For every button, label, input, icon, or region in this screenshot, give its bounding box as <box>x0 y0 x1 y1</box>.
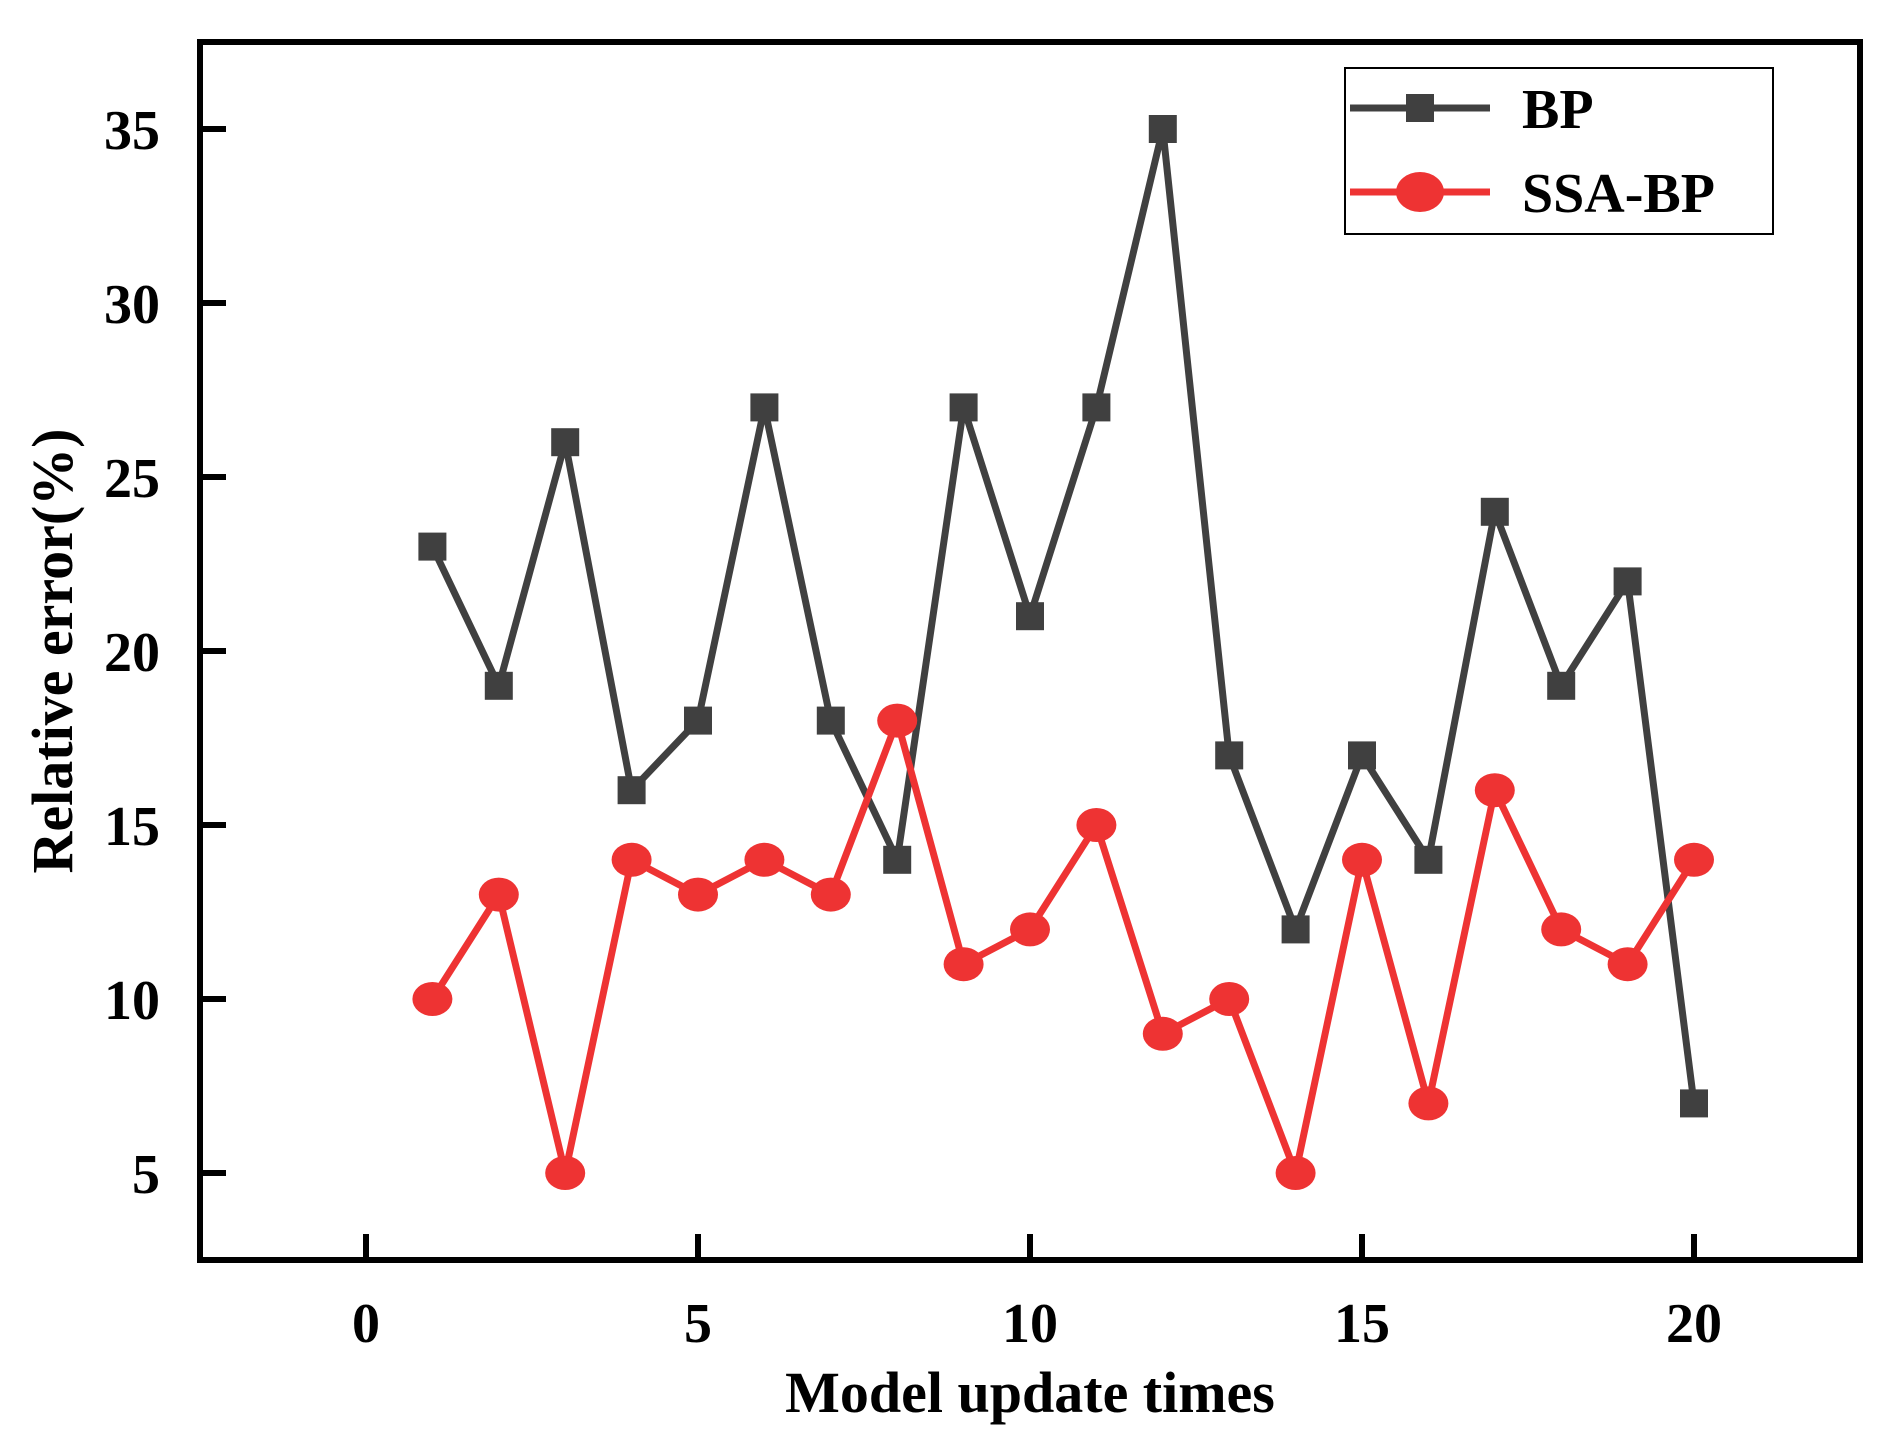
data-point-ssa-bp <box>1275 1156 1316 1190</box>
data-point-ssa-bp <box>1209 982 1250 1016</box>
x-axis-label: Model update times <box>785 1360 1275 1425</box>
y-tick-label: 15 <box>104 796 160 858</box>
data-point-bp <box>949 393 978 422</box>
data-point-ssa-bp <box>810 877 851 912</box>
data-point-ssa-bp <box>611 842 652 877</box>
data-point-bp <box>1348 741 1376 770</box>
data-point-bp <box>1414 845 1443 874</box>
data-point-bp <box>617 776 646 805</box>
data-point-ssa-bp <box>478 877 519 912</box>
y-tick-label: 20 <box>104 622 160 684</box>
data-point-bp <box>816 706 845 735</box>
legend-marker-bp <box>1406 94 1434 122</box>
data-point-bp <box>1281 915 1310 944</box>
data-point-ssa-bp <box>1674 842 1714 877</box>
y-tick-label: 25 <box>104 448 160 510</box>
data-point-bp <box>883 845 912 874</box>
data-point-bp <box>1148 115 1177 143</box>
data-point-ssa-bp <box>1076 808 1117 842</box>
data-point-ssa-bp <box>1474 773 1515 808</box>
legend: BP SSA-BP <box>1344 67 1774 235</box>
y-tick-label: 30 <box>104 274 160 336</box>
data-point-ssa-bp <box>678 877 718 912</box>
data-point-ssa-bp <box>1010 912 1050 947</box>
data-point-bp <box>551 428 580 457</box>
axis-tick-labels: 0 5 10 15 20 5 10 15 20 25 30 35 <box>104 100 1722 1355</box>
data-point-bp <box>418 532 447 561</box>
data-point-ssa-bp <box>1541 912 1582 947</box>
y-tick-label: 35 <box>104 100 160 162</box>
data-point-bp <box>1082 393 1111 422</box>
axis-ticks <box>200 126 1697 1260</box>
x-tick-label: 10 <box>1002 1293 1058 1355</box>
data-point-bp <box>1016 602 1044 631</box>
legend-label-ssa-bp: SSA-BP <box>1522 163 1715 225</box>
x-tick-label: 20 <box>1666 1293 1722 1355</box>
data-point-bp <box>1547 671 1576 700</box>
data-point-bp <box>684 706 712 735</box>
legend-label-bp: BP <box>1522 79 1594 141</box>
data-point-ssa-bp <box>943 947 984 982</box>
x-tick-label: 0 <box>352 1293 380 1355</box>
data-point-bp <box>750 393 779 422</box>
data-point-ssa-bp <box>1408 1086 1449 1121</box>
data-series <box>412 115 1714 1190</box>
data-point-ssa-bp <box>1142 1016 1183 1051</box>
data-point-ssa-bp <box>744 842 785 877</box>
data-point-ssa-bp <box>877 703 918 738</box>
data-point-ssa-bp <box>545 1156 586 1190</box>
series-line-bp <box>429 125 1698 1104</box>
legend-marker-ssa-bp <box>1396 172 1444 212</box>
data-point-bp <box>1215 741 1244 770</box>
data-point-bp <box>484 671 513 700</box>
x-tick-label: 5 <box>684 1293 712 1355</box>
y-tick-label: 5 <box>132 1144 160 1206</box>
data-point-ssa-bp <box>1607 947 1648 982</box>
data-point-bp <box>1613 567 1642 596</box>
y-tick-label: 10 <box>104 970 160 1032</box>
data-point-bp <box>1480 497 1509 526</box>
x-tick-label: 15 <box>1334 1293 1390 1355</box>
y-axis-label: Relative error(%) <box>20 429 85 874</box>
data-point-ssa-bp <box>412 982 453 1016</box>
data-point-bp <box>1680 1089 1708 1118</box>
data-point-ssa-bp <box>1342 842 1382 877</box>
